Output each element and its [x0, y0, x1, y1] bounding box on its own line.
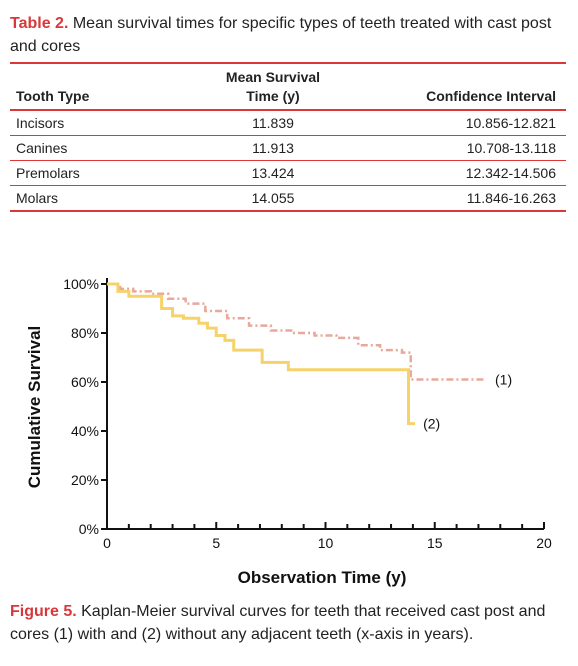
- x-tick-label: 0: [103, 535, 111, 551]
- table-row: Molars 14.055 11.846-16.263: [10, 186, 566, 212]
- y-tick-label: 20%: [71, 472, 99, 488]
- table-caption: Table 2. Mean survival times for specifi…: [10, 12, 566, 58]
- cell-confidence-interval: 11.846-16.263: [466, 190, 556, 206]
- header-tooth-type: Tooth Type: [10, 63, 172, 111]
- figure-caption: Figure 5. Kaplan-Meier survival curves f…: [10, 600, 570, 646]
- cell-tooth-type: Incisors: [10, 110, 172, 136]
- y-tick-label: 40%: [71, 423, 99, 439]
- x-tick-label: 10: [318, 535, 334, 551]
- x-tick-label: 15: [427, 535, 443, 551]
- x-tick-label: 20: [536, 535, 552, 551]
- cell-tooth-type: Molars: [16, 190, 59, 206]
- series-line: [107, 282, 416, 426]
- series-label: (1): [495, 372, 512, 388]
- y-axis-label-group: Cumulative Survival: [25, 326, 44, 489]
- cell-tooth-type: Premolars: [10, 160, 172, 186]
- table-row: Premolars 13.424 12.342-14.506: [10, 160, 566, 186]
- cell-confidence-interval: 10.856-12.821: [374, 110, 566, 136]
- survival-table: Tooth Type Mean Survival Time (y) Confid…: [10, 62, 566, 212]
- header-mean-survival: Mean Survival Time (y): [172, 63, 374, 111]
- chart-axes: 0% 20% 40% 60% 80% 100% 0 5 10 15 20: [63, 276, 552, 551]
- table-header-row: Tooth Type Mean Survival Time (y) Confid…: [10, 63, 566, 111]
- survival-chart: Cumulative Survival 0% 20% 40% 60% 80% 100% 0 5…: [25, 276, 552, 587]
- cell-tooth-type: Canines: [10, 135, 172, 161]
- cell-mean-survival: 11.913: [172, 135, 374, 161]
- cell-mean-survival: 14.055: [251, 190, 295, 206]
- y-tick-label: 0%: [79, 521, 99, 537]
- header-mean-survival-text: Mean Survival Time (y): [225, 69, 321, 104]
- y-tick-label: 100%: [63, 276, 99, 292]
- cell-confidence-interval: 12.342-14.506: [374, 160, 566, 186]
- series-label: (2): [423, 416, 440, 432]
- cell-mean-survival: 11.839: [172, 110, 374, 136]
- chart-series: (1) (2): [107, 282, 512, 432]
- figure-caption-label: Figure 5.: [10, 603, 77, 620]
- x-tick-label: 5: [212, 535, 220, 551]
- y-tick-label: 80%: [71, 325, 99, 341]
- header-confidence-interval: Confidence Interval: [374, 63, 566, 111]
- table-caption-text: Mean survival times for specific types o…: [10, 15, 552, 55]
- figure-caption-text: Kaplan-Meier survival curves for teeth t…: [10, 603, 546, 643]
- series-line: [107, 282, 486, 381]
- x-axis-label: Observation Time (y): [238, 568, 407, 587]
- table-row: Canines 11.913 10.708-13.118: [10, 135, 566, 161]
- y-tick-label: 60%: [71, 374, 99, 390]
- cell-confidence-interval: 10.708-13.118: [374, 135, 566, 161]
- y-axis-label: Cumulative Survival: [25, 326, 44, 489]
- table-row: Incisors 11.839 10.856-12.821: [10, 110, 566, 136]
- table-caption-label: Table 2.: [10, 15, 69, 32]
- cell-mean-survival: 13.424: [172, 160, 374, 186]
